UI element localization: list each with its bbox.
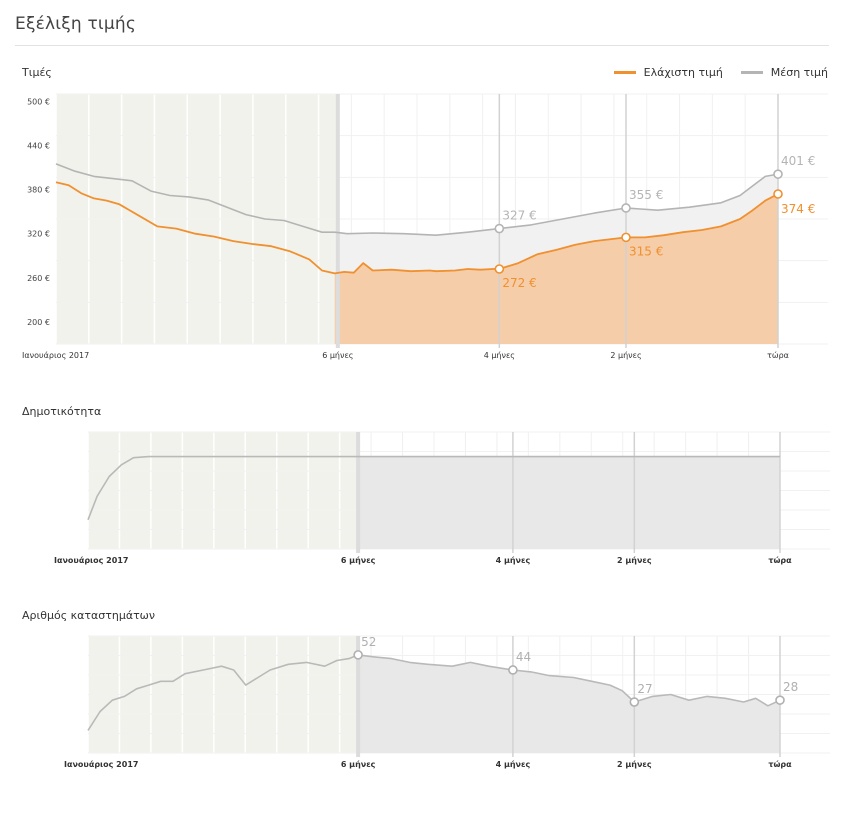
data-point-label: 27 (637, 682, 652, 696)
x-tick-label: 6 μήνες (341, 760, 376, 769)
data-point-label: 355 € (629, 188, 663, 202)
price-history-chart[interactable]: 500 € 440 € 380 € 320 € 260 € 200 € 272 € 315 €… (0, 88, 844, 388)
popularity-section-title: Δημοτικότητα (22, 405, 102, 418)
data-point-marker (494, 223, 505, 234)
data-point-marker (621, 232, 631, 243)
data-point-marker (508, 665, 518, 675)
title-divider (15, 45, 829, 46)
y-tick-label: 380 € (27, 186, 50, 195)
y-tick-label: 200 € (27, 318, 50, 327)
prices-section-title: Τιμές (22, 66, 52, 79)
data-point-label: 28 (783, 680, 798, 694)
min-price-area (334, 194, 778, 344)
legend-label-min-price: Ελάχιστη τιμή (643, 66, 723, 79)
x-tick-label: Ιανουάριος 2017 (54, 556, 128, 565)
x-tick-label: 6 μήνες (322, 351, 353, 360)
x-tick-label: τώρα (768, 759, 792, 769)
avg-min-band-area (334, 174, 778, 274)
data-point-marker (773, 189, 783, 199)
data-point-marker (494, 264, 505, 274)
popularity-chart[interactable]: Ιανουάριος 2017 6 μήνες 4 μήνες 2 μήνες τώρα (0, 428, 844, 578)
x-tick-label: τώρα (767, 350, 789, 360)
y-tick-label: 260 € (27, 274, 50, 283)
x-tick-label: 2 μήνες (617, 556, 652, 565)
data-point-label: 272 € (502, 276, 536, 290)
chart-legend: Ελάχιστη τιμή Μέση τιμή (596, 66, 828, 79)
data-point-marker (353, 650, 363, 660)
data-point-marker (629, 697, 640, 707)
series-line (55, 163, 779, 236)
series-line (55, 181, 779, 275)
data-point-label: 52 (361, 635, 376, 649)
x-tick-label: 2 μήνες (617, 760, 652, 769)
legend-swatch-avg-price (740, 71, 763, 74)
series-line (87, 455, 780, 521)
y-tick-label: 500 € (27, 97, 50, 106)
x-tick-label: 4 μήνες (496, 556, 531, 565)
x-tick-label: 4 μήνες (496, 760, 531, 769)
data-point-label: 401 € (781, 154, 815, 168)
legend-swatch-min-price (613, 71, 636, 74)
stores-section-title: Αριθμός καταστημάτων (22, 609, 156, 622)
x-tick-label: Ιανουάριος 2017 (64, 760, 138, 769)
series-area (358, 456, 780, 549)
legend-item-avg-price[interactable]: Μέση τιμή (740, 66, 828, 79)
x-tick-label: 4 μήνες (484, 351, 515, 360)
legend-item-min-price[interactable]: Ελάχιστη τιμή (613, 66, 723, 79)
data-point-marker (621, 203, 631, 213)
data-point-marker (775, 695, 785, 705)
x-tick-label: 6 μήνες (341, 556, 376, 565)
y-tick-label: 320 € (27, 230, 50, 239)
series-area (358, 654, 780, 753)
data-point-label: 44 (516, 650, 531, 664)
data-point-marker (773, 169, 783, 179)
data-point-label: 315 € (629, 244, 663, 258)
x-tick-label: Ιανουάριος 2017 (22, 351, 89, 360)
page-title: Εξέλιξη τιμής (15, 14, 137, 34)
data-point-label: 327 € (502, 209, 536, 223)
y-tick-label: 440 € (27, 141, 50, 150)
data-point-label: 374 € (781, 202, 815, 216)
x-tick-label: 2 μήνες (610, 351, 641, 360)
legend-label-avg-price: Μέση τιμή (770, 66, 828, 79)
store-count-chart[interactable]: 52 44 27 28 Ιανουάριος 2017 6 μήνες 4 μήνες 2 μ… (0, 632, 844, 782)
series-line (87, 654, 781, 731)
x-tick-label: τώρα (768, 555, 792, 565)
